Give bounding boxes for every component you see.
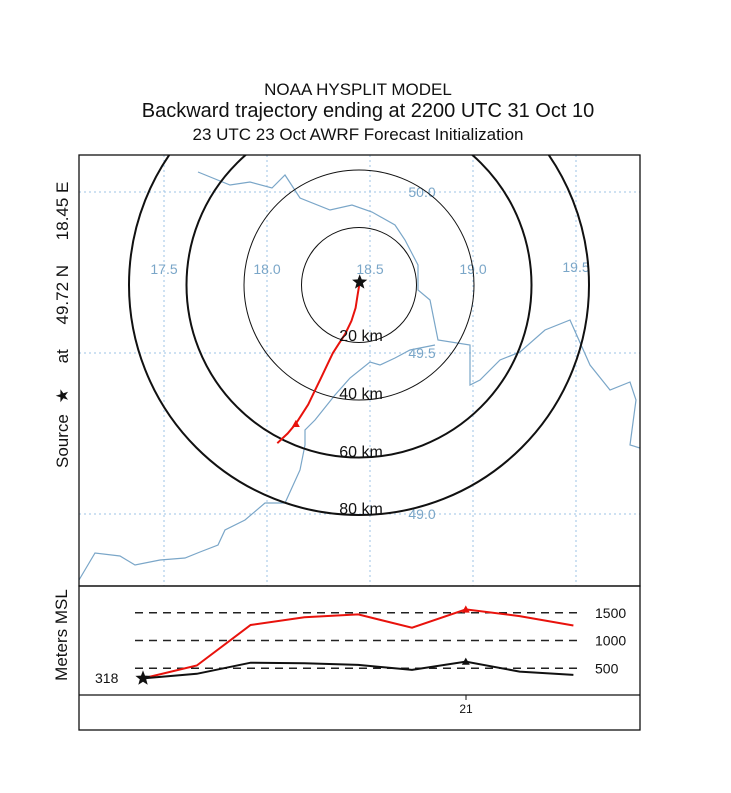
title-line-2: Backward trajectory ending at 2200 UTC 3…	[142, 100, 594, 122]
height-tick-label: 500	[595, 660, 619, 676]
range-rings	[128, 155, 590, 516]
start-height-label: 318	[95, 670, 119, 686]
latitude-label: 50.0	[408, 184, 435, 200]
height-series-lower	[142, 660, 574, 680]
map-panel: 17.5 18.0 18.5 19.0 19.550.049.549.0 20 km 4…	[78, 154, 641, 587]
height-reference-lines: 1500 1000 500	[135, 605, 626, 676]
range-ring-label-60km: 60 km	[339, 444, 383, 461]
longitude-label: 19.5	[562, 259, 589, 275]
source-longitude: 18.45 E	[53, 182, 72, 241]
source-star-icon: ★	[53, 388, 72, 403]
height-series-upper-marker	[461, 605, 470, 613]
trajectory-horizontal-path	[276, 282, 361, 444]
title-line-1: NOAA HYSPLIT MODEL	[264, 80, 452, 99]
height-series-upper	[142, 608, 574, 680]
longitude-label: 18.0	[253, 261, 280, 277]
source-location-label: Source ★ at 49.72 N 18.45 E	[53, 182, 72, 468]
svg-text:Source ★ at: Source ★ at 49.72 N 18.45 E	[53, 182, 72, 468]
source-latitude: 49.72 N	[53, 265, 72, 325]
height-series-lower-marker	[461, 657, 470, 665]
longitude-label: 18.5	[356, 261, 383, 277]
height-axis-title: Meters MSL	[52, 589, 71, 681]
border-line-south	[79, 344, 436, 581]
title-line-3: 23 UTC 23 Oct AWRF Forecast Initializati…	[193, 125, 524, 144]
height-panel: 21 Meters MSL 1500 1000 500 318	[52, 585, 641, 731]
longitude-label: 17.5	[150, 261, 177, 277]
x-tick-label: 21	[459, 702, 473, 716]
range-ring-20km	[301, 227, 417, 343]
border-line-north	[197, 171, 640, 449]
country-borders	[79, 171, 640, 581]
height-frame	[78, 585, 641, 731]
source-star-icon-height	[135, 670, 151, 685]
range-ring-label-80km: 80 km	[339, 501, 383, 518]
source-label-at: at	[53, 349, 72, 363]
source-label-prefix: Source	[53, 414, 72, 468]
range-ring-labels: 20 km 40 km 60 km 80 km	[339, 328, 383, 518]
range-ring-label-20km: 20 km	[339, 328, 383, 345]
range-ring-80km	[128, 155, 590, 516]
range-ring-label-40km: 40 km	[339, 386, 383, 403]
coordinate-labels: 17.5 18.0 18.5 19.0 19.550.049.549.0	[150, 184, 589, 522]
source-star-icon-map	[352, 274, 368, 289]
height-tick-label: 1500	[595, 605, 626, 621]
latitude-label: 49.0	[408, 506, 435, 522]
range-ring-60km	[185, 155, 533, 459]
range-ring-40km	[243, 169, 475, 401]
trajectory-time-marker	[291, 419, 300, 428]
height-tick-label: 1000	[595, 633, 626, 649]
latitude-label: 49.5	[408, 345, 435, 361]
